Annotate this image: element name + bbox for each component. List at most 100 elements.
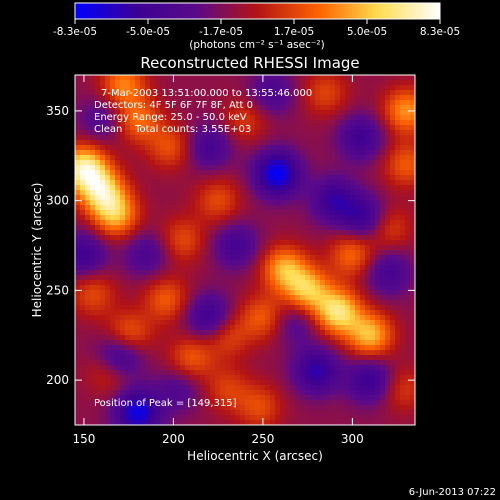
heatmap-cell [325, 180, 331, 186]
heatmap-cell [350, 225, 356, 231]
heatmap-cell [165, 220, 171, 226]
heatmap-cell [320, 275, 326, 281]
heatmap-cell [325, 75, 331, 81]
heatmap-cell [125, 400, 131, 406]
heatmap-cell [310, 410, 316, 416]
heatmap-cell [130, 300, 136, 306]
heatmap-cell [105, 375, 111, 381]
heatmap-cell [375, 300, 381, 306]
heatmap-cell [255, 280, 261, 286]
heatmap-cell [205, 180, 211, 186]
heatmap-cell [400, 280, 406, 286]
heatmap-cell [410, 160, 415, 166]
heatmap-cell [195, 100, 201, 106]
heatmap-cell [305, 260, 311, 266]
heatmap-cell [245, 340, 251, 346]
heatmap-cell [135, 250, 141, 256]
heatmap-cell [280, 390, 286, 396]
heatmap-cell [250, 80, 256, 86]
heatmap-cell [350, 350, 356, 356]
heatmap-cell [300, 385, 306, 391]
heatmap-cell [405, 95, 411, 101]
heatmap-cell [75, 340, 81, 346]
heatmap-cell [110, 305, 116, 311]
heatmap-cell [125, 290, 131, 296]
heatmap-cell [400, 325, 406, 331]
heatmap-cell [405, 220, 411, 226]
heatmap-cell [400, 195, 406, 201]
heatmap-cell [215, 290, 221, 296]
heatmap-cell [395, 195, 401, 201]
heatmap-cell [155, 340, 161, 346]
heatmap-cell [380, 420, 386, 425]
heatmap-cell [385, 370, 391, 376]
heatmap-cell [150, 105, 156, 111]
heatmap-cell [355, 170, 361, 176]
heatmap-cell [405, 330, 411, 336]
heatmap-cell [390, 385, 396, 391]
heatmap-cell [370, 365, 376, 371]
heatmap-cell [315, 335, 321, 341]
heatmap-cell [160, 100, 166, 106]
heatmap-cell [145, 225, 151, 231]
heatmap-cell [410, 245, 415, 251]
heatmap-cell [330, 155, 336, 161]
heatmap-cell [370, 230, 376, 236]
heatmap-cell [85, 140, 91, 146]
heatmap-cell [125, 140, 131, 146]
heatmap-cell [335, 125, 341, 131]
heatmap-cell [330, 290, 336, 296]
heatmap-cell [90, 270, 96, 276]
heatmap-cell [115, 245, 121, 251]
heatmap-cell [160, 300, 166, 306]
heatmap-cell [120, 350, 126, 356]
heatmap-cell [280, 325, 286, 331]
heatmap-cell [380, 245, 386, 251]
heatmap-cell [100, 290, 106, 296]
heatmap-cell [90, 240, 96, 246]
heatmap-cell [405, 75, 411, 81]
heatmap-cell [235, 85, 241, 91]
heatmap-cell [75, 415, 81, 421]
heatmap-cell [285, 375, 291, 381]
heatmap-cell [405, 380, 411, 386]
heatmap-cell [170, 355, 176, 361]
heatmap-cell [365, 340, 371, 346]
heatmap-cell [150, 355, 156, 361]
heatmap-cell [265, 200, 271, 206]
heatmap-cell [190, 125, 196, 131]
heatmap-cell [220, 180, 226, 186]
heatmap-cell [295, 185, 301, 191]
heatmap-cell [210, 210, 216, 216]
heatmap-cell [305, 310, 311, 316]
heatmap-cell [280, 80, 286, 86]
heatmap-cell [390, 390, 396, 396]
heatmap-cell [295, 240, 301, 246]
heatmap-cell [195, 410, 201, 416]
heatmap-cell [330, 275, 336, 281]
heatmap-cell [300, 295, 306, 301]
heatmap-cell [90, 340, 96, 346]
heatmap-cell [270, 305, 276, 311]
heatmap-cell [340, 245, 346, 251]
heatmap-cell [80, 320, 86, 326]
heatmap-cell [220, 165, 226, 171]
heatmap-cell [190, 195, 196, 201]
heatmap-cell [285, 395, 291, 401]
heatmap-cell [280, 90, 286, 96]
heatmap-cell [195, 200, 201, 206]
heatmap-cell [175, 215, 181, 221]
heatmap-cell [410, 200, 415, 206]
heatmap-cell [270, 415, 276, 421]
heatmap-cell [115, 125, 121, 131]
heatmap-cell [145, 165, 151, 171]
heatmap-cell [315, 260, 321, 266]
heatmap-cell [135, 95, 141, 101]
heatmap-cell [310, 340, 316, 346]
heatmap-cell [365, 265, 371, 271]
heatmap-cell [165, 170, 171, 176]
heatmap-cell [195, 335, 201, 341]
heatmap-cell [105, 85, 111, 91]
heatmap-cell [365, 355, 371, 361]
heatmap-cell [230, 275, 236, 281]
